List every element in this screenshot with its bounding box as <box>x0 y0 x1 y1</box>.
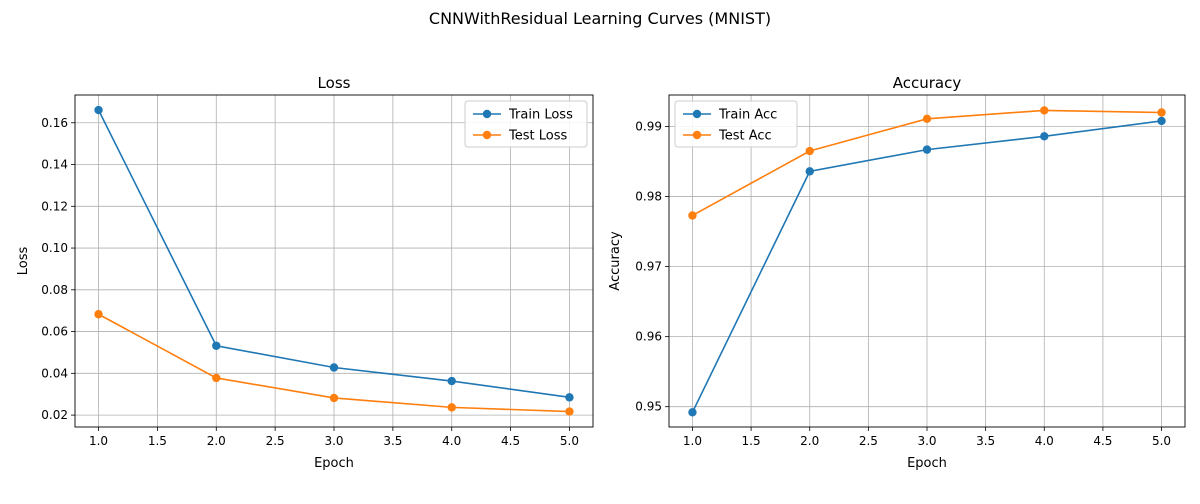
x-tick-label: 4.5 <box>501 434 520 448</box>
y-tick-label: 0.96 <box>635 330 662 344</box>
y-tick-label: 0.14 <box>41 158 68 172</box>
legend-marker <box>482 109 492 119</box>
data-point <box>94 105 103 115</box>
data-point <box>805 167 814 176</box>
x-tick-label: 3.0 <box>324 434 343 448</box>
data-point <box>688 211 697 220</box>
y-tick-label: 0.08 <box>41 283 68 297</box>
x-tick-label: 1.5 <box>148 434 167 448</box>
accuracy-chart: 1.0 1.5 2.0 2.5 3.0 3.5 4.0 4.5 5.0 0.95 0.96 0.97 0… <box>608 74 1186 471</box>
data-point <box>688 408 697 417</box>
x-tick-label: 2.5 <box>859 434 878 448</box>
legend-label: Test Loss <box>508 129 567 144</box>
legend: Train Acc Test Acc <box>674 100 798 148</box>
x-tick-label: 1.5 <box>742 434 761 448</box>
x-tick-label: 2.0 <box>800 434 819 448</box>
x-tick-label: 1.0 <box>683 434 702 448</box>
y-axis-label: Accuracy <box>608 231 623 291</box>
legend-label: Train Loss <box>508 108 573 123</box>
legend-marker <box>692 130 702 140</box>
x-axis-label: Epoch <box>907 456 947 471</box>
y-tick-label: 0.16 <box>41 116 68 130</box>
loss-chart: 1.0 1.5 2.0 2.5 3.0 3.5 4.0 4.5 5.0 0.02 0.04 0.06 0… <box>16 74 594 471</box>
y-tick-label: 0.10 <box>41 241 68 255</box>
y-axis-label: Loss <box>16 247 31 276</box>
x-tick-label: 1.0 <box>89 434 108 448</box>
y-tick-label: 0.06 <box>41 325 68 339</box>
x-tick-label: 3.5 <box>383 434 402 448</box>
x-tick-label: 5.0 <box>560 434 579 448</box>
data-point <box>1157 116 1166 126</box>
data-point <box>447 403 456 412</box>
data-point <box>1157 108 1166 117</box>
chart-title: Accuracy <box>893 74 962 92</box>
axes-frame <box>74 94 594 428</box>
y-tick-label: 0.12 <box>41 199 68 213</box>
x-tick-label: 4.5 <box>1093 434 1112 448</box>
data-point <box>329 393 339 403</box>
data-point <box>805 146 814 156</box>
y-tick-label: 0.98 <box>635 190 662 204</box>
axes-frame <box>668 94 1186 428</box>
data-point <box>212 341 221 350</box>
data-point <box>447 376 456 386</box>
legend: Train Loss Test Loss <box>464 100 588 148</box>
legend-label: Train Acc <box>718 108 777 123</box>
data-point <box>212 373 221 383</box>
data-point <box>565 407 574 416</box>
x-tick-label: 4.0 <box>442 434 461 448</box>
data-point <box>922 114 932 124</box>
x-tick-label: 3.0 <box>917 434 936 448</box>
y-tick-label: 0.02 <box>41 408 68 422</box>
data-point <box>922 145 932 154</box>
x-tick-label: 3.5 <box>976 434 995 448</box>
legend-label: Test Acc <box>718 129 772 144</box>
legend-marker <box>692 109 702 119</box>
x-tick-label: 5.0 <box>1152 434 1171 448</box>
y-tick-label: 0.04 <box>41 366 68 380</box>
legend-marker <box>482 130 492 140</box>
y-tick-label: 0.99 <box>635 120 662 134</box>
x-tick-label: 4.0 <box>1035 434 1054 448</box>
data-point <box>1040 132 1049 141</box>
x-tick-label: 2.5 <box>266 434 285 448</box>
data-point <box>565 393 574 402</box>
data-point <box>94 310 103 319</box>
data-point <box>329 363 339 372</box>
figure-suptitle: CNNWithResidual Learning Curves (MNIST) <box>429 9 771 28</box>
chart-title: Loss <box>318 74 351 92</box>
data-point <box>1040 106 1049 115</box>
x-tick-label: 2.0 <box>207 434 226 448</box>
y-tick-label: 0.95 <box>635 400 662 414</box>
y-tick-label: 0.97 <box>635 260 662 274</box>
x-axis-label: Epoch <box>314 456 354 471</box>
